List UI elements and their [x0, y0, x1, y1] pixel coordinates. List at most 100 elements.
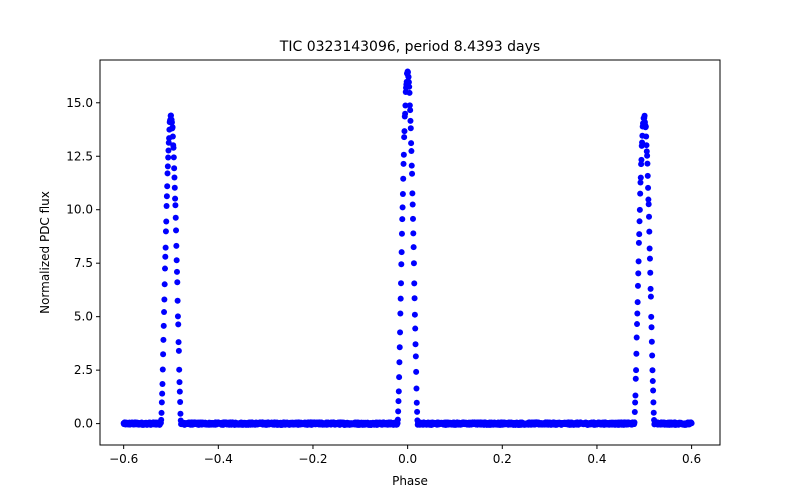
data-point	[169, 124, 176, 131]
data-point	[409, 190, 416, 197]
data-point	[410, 244, 417, 251]
data-point	[398, 280, 405, 287]
data-point	[646, 245, 653, 252]
data-point	[413, 368, 420, 375]
data-point	[631, 408, 638, 415]
y-tick-label: 2.5	[74, 363, 93, 377]
data-point	[165, 154, 172, 161]
data-point	[399, 204, 406, 211]
data-point	[177, 410, 184, 417]
data-point	[405, 79, 412, 86]
data-point	[642, 123, 649, 130]
data-point	[644, 152, 651, 159]
data-point	[634, 299, 641, 306]
data-point	[162, 228, 169, 235]
data-point	[650, 399, 657, 406]
chart-title: TIC 0323143096, period 8.4393 days	[279, 39, 540, 55]
data-point	[173, 242, 180, 249]
data-point	[635, 258, 642, 265]
data-point	[634, 282, 641, 289]
data-point	[646, 255, 653, 262]
data-point	[413, 385, 420, 392]
data-point	[635, 239, 642, 246]
data-point	[406, 83, 413, 90]
data-point	[688, 420, 695, 427]
data-point	[159, 380, 166, 387]
data-point	[408, 148, 415, 155]
data-point	[647, 269, 654, 276]
x-tick-label: 0.6	[682, 452, 701, 466]
data-point	[401, 134, 408, 141]
data-point	[400, 151, 407, 158]
data-point	[173, 227, 180, 234]
data-point	[632, 392, 639, 399]
x-tick-label: 0.4	[587, 452, 606, 466]
data-point	[404, 69, 411, 76]
data-point	[407, 107, 414, 114]
data-point	[395, 398, 402, 405]
data-point	[643, 148, 650, 155]
data-point	[634, 310, 641, 317]
data-point	[163, 193, 170, 200]
data-point	[398, 249, 405, 256]
data-point	[406, 102, 413, 109]
data-point	[400, 160, 407, 167]
data-point	[164, 183, 171, 190]
data-point	[165, 139, 172, 146]
data-point	[406, 89, 413, 96]
data-point	[164, 163, 171, 170]
data-point	[165, 147, 172, 154]
data-point	[174, 279, 181, 286]
data-point	[396, 359, 403, 366]
plot-frame	[99, 59, 721, 446]
data-point	[643, 142, 650, 149]
data-point	[645, 184, 652, 191]
x-axis: −0.6 −0.4 −0.2 0.0 0.2 0.4 0.6	[109, 445, 701, 466]
data-point	[645, 196, 652, 203]
data-point	[402, 102, 409, 109]
data-point	[636, 218, 643, 225]
data-point	[402, 110, 409, 117]
data-point	[414, 408, 421, 415]
data-point	[177, 399, 184, 406]
x-tick-label: −0.6	[109, 452, 138, 466]
data-point	[162, 265, 168, 272]
data-point	[395, 388, 402, 395]
data-point	[644, 172, 651, 179]
data-point	[412, 325, 419, 332]
data-point	[161, 309, 168, 316]
data-point	[160, 336, 167, 343]
data-point	[633, 367, 640, 374]
data-point	[173, 268, 180, 275]
data-point	[159, 390, 166, 397]
data-point	[396, 344, 403, 351]
data-point	[633, 350, 640, 357]
data-point	[176, 379, 183, 386]
data-point	[643, 133, 650, 140]
data-point	[634, 321, 641, 328]
data-point	[162, 253, 169, 260]
data-point	[163, 218, 170, 225]
data-point	[412, 341, 419, 348]
data-point	[413, 399, 420, 406]
data-point	[158, 399, 165, 406]
data-point	[399, 216, 406, 223]
data-point	[635, 270, 642, 277]
data-point	[637, 179, 644, 186]
data-point	[160, 351, 167, 358]
data-point	[158, 416, 165, 423]
data-point	[160, 322, 167, 329]
data-point	[645, 201, 652, 208]
data-point	[397, 329, 404, 336]
data-point	[637, 190, 644, 197]
data-point	[650, 409, 657, 416]
data-point	[636, 231, 643, 238]
y-axis-label: Normalized PDC flux	[38, 191, 52, 314]
data-point	[173, 257, 180, 264]
data-point	[649, 367, 656, 374]
data-point	[169, 133, 176, 140]
data-point	[412, 353, 419, 360]
data-point	[648, 338, 655, 345]
data-point	[641, 112, 648, 119]
data-point	[632, 375, 639, 382]
